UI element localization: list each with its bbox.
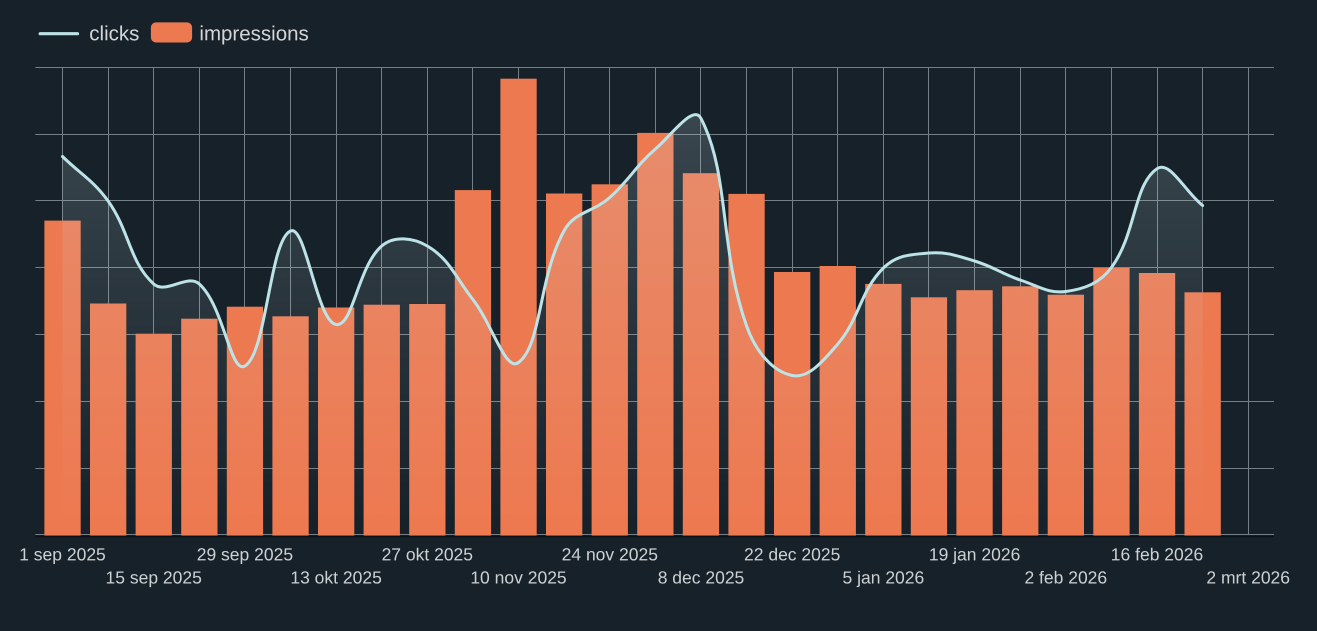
svg-text:27 okt 2025: 27 okt 2025: [382, 544, 473, 564]
svg-text:15 sep 2025: 15 sep 2025: [106, 567, 202, 587]
svg-text:16 feb 2026: 16 feb 2026: [1111, 544, 1203, 564]
svg-text:impressions: impressions: [199, 22, 308, 45]
svg-text:29 sep 2025: 29 sep 2025: [197, 544, 293, 564]
svg-text:22 dec 2025: 22 dec 2025: [744, 544, 840, 564]
svg-text:2 feb 2026: 2 feb 2026: [1024, 567, 1107, 587]
svg-text:5 jan 2026: 5 jan 2026: [843, 567, 925, 587]
svg-text:2 mrt 2026: 2 mrt 2026: [1206, 567, 1290, 587]
svg-text:1 sep 2025: 1 sep 2025: [19, 544, 106, 564]
svg-text:8 dec 2025: 8 dec 2025: [658, 567, 745, 587]
svg-text:clicks: clicks: [89, 22, 139, 45]
svg-text:13 okt 2025: 13 okt 2025: [290, 567, 381, 587]
svg-text:19 jan 2026: 19 jan 2026: [929, 544, 1020, 564]
svg-text:10 nov 2025: 10 nov 2025: [470, 567, 566, 587]
svg-text:24 nov 2025: 24 nov 2025: [562, 544, 658, 564]
